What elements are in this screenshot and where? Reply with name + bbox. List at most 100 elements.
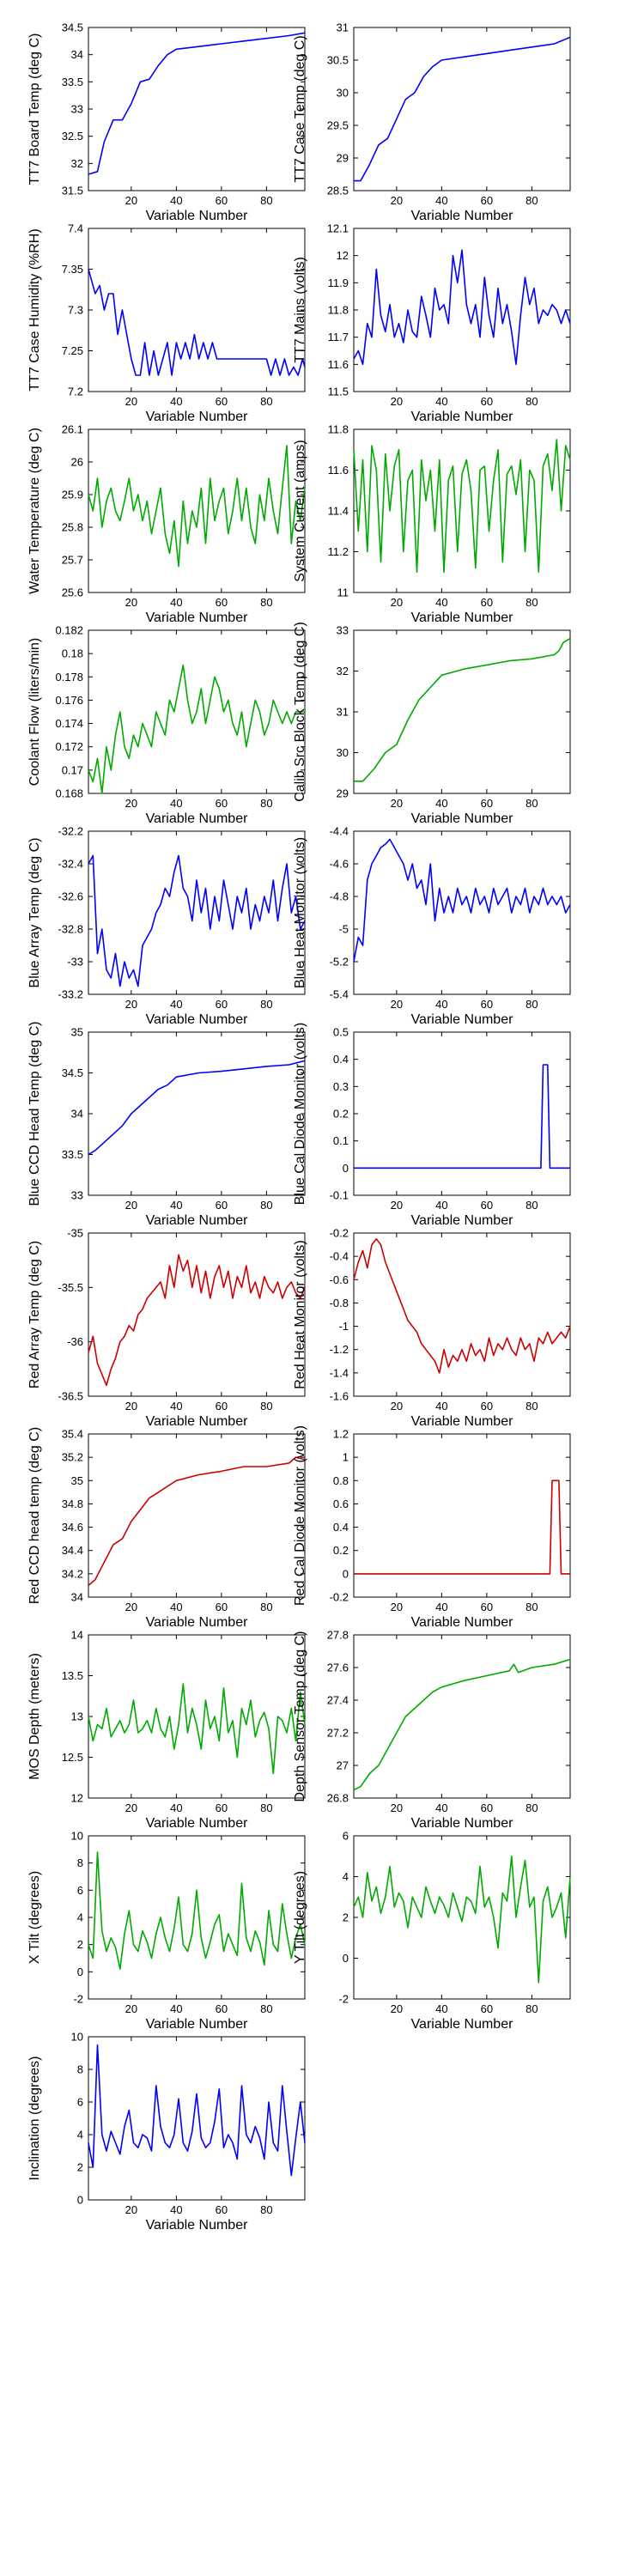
- y-tick-label: 0.178: [55, 671, 83, 683]
- y-tick-label: -33: [67, 956, 83, 969]
- x-axis-label: Variable Number: [411, 1012, 514, 1027]
- y-tick-label: 0.2: [333, 1544, 349, 1557]
- x-tick-label: 60: [216, 2002, 228, 2015]
- x-axis-label: Variable Number: [146, 410, 249, 424]
- x-tick-label: 40: [170, 1400, 182, 1413]
- x-tick-label: 40: [170, 1801, 182, 1814]
- y-tick-label: 0.4: [333, 1521, 349, 1534]
- y-tick-label: 31.5: [62, 185, 83, 197]
- y-tick-label: 25.6: [62, 586, 83, 599]
- y-axis-label: Depth Sensor Temp (deg C): [293, 1631, 307, 1802]
- x-tick-label: 60: [481, 596, 493, 609]
- y-tick-label: 28.5: [327, 185, 349, 197]
- y-tick-label: 11.8: [328, 304, 349, 317]
- series-line: [88, 269, 306, 376]
- y-tick-label: 0.6: [333, 1498, 349, 1510]
- y-tick-label: -1.4: [330, 1366, 349, 1379]
- series-line: [88, 1683, 306, 1775]
- x-tick-label: 20: [125, 797, 137, 810]
- y-tick-label: 14: [71, 1629, 83, 1642]
- y-tick-label: 12.1: [327, 222, 349, 235]
- y-tick-label: -5.4: [330, 988, 349, 1001]
- x-tick-label: 40: [435, 395, 447, 408]
- y-tick-label: 33.5: [62, 76, 83, 88]
- x-axis-label: Variable Number: [146, 1615, 249, 1630]
- x-tick-label: 80: [260, 395, 272, 408]
- y-tick-label: 7.2: [68, 386, 83, 398]
- y-tick-label: -36.5: [58, 1390, 83, 1403]
- y-tick-label: -35: [67, 1227, 83, 1240]
- y-axis-label: Blue Heat Monitor (volts): [293, 837, 307, 988]
- y-tick-label: 34: [71, 1591, 83, 1604]
- x-axis-label: Variable Number: [411, 1414, 514, 1429]
- x-tick-label: 60: [481, 194, 493, 207]
- x-tick-label: 60: [216, 395, 228, 408]
- x-axis-label: Variable Number: [411, 1615, 514, 1630]
- x-tick-label: 20: [391, 797, 403, 810]
- x-tick-label: 20: [125, 998, 137, 1011]
- y-tick-label: -32.6: [58, 890, 83, 903]
- y-tick-label: -1: [338, 1320, 349, 1333]
- x-tick-label: 80: [526, 1199, 538, 1212]
- x-tick-label: 20: [391, 1801, 403, 1814]
- x-tick-label: 60: [481, 395, 493, 408]
- y-axis-label: Red Heat Monitor (volts): [293, 1240, 307, 1388]
- plot-frame: [353, 830, 571, 995]
- y-tick-label: 7.35: [62, 263, 83, 276]
- x-tick-label: 20: [391, 998, 403, 1011]
- y-tick-label: 34: [71, 48, 83, 61]
- y-tick-label: 11.9: [328, 276, 349, 289]
- y-tick-label: 29.5: [327, 119, 349, 132]
- x-axis-label: Variable Number: [146, 1213, 249, 1228]
- y-axis-label: Inclination (degrees): [27, 2057, 42, 2181]
- series-line: [88, 1456, 306, 1587]
- y-tick-label: 2: [77, 2161, 83, 2174]
- series-line: [353, 838, 571, 963]
- x-axis-label: Variable Number: [146, 611, 249, 625]
- y-tick-label: 34: [71, 1108, 83, 1121]
- y-tick-label: 6: [77, 2096, 83, 2109]
- y-tick-label: 33: [71, 1189, 83, 1202]
- x-tick-label: 80: [260, 797, 272, 810]
- y-axis-label: MOS Depth (meters): [27, 1653, 42, 1780]
- x-axis-label: Variable Number: [411, 2017, 514, 2032]
- plot-frame: [88, 27, 306, 191]
- y-tick-label: 0.176: [55, 694, 83, 707]
- x-tick-label: 20: [125, 194, 137, 207]
- x-tick-label: 60: [216, 2203, 228, 2216]
- y-tick-label: -1.6: [330, 1390, 349, 1403]
- y-axis-label: Red Array Temp (deg C): [27, 1241, 42, 1388]
- y-tick-label: 4: [77, 2129, 83, 2142]
- y-tick-label: 32: [337, 665, 349, 677]
- plot-frame: [88, 2036, 306, 2201]
- x-axis-label: Variable Number: [146, 1414, 249, 1429]
- y-tick-label: 30: [337, 87, 349, 100]
- y-axis-label: TT7 Board Temp (deg C): [27, 33, 42, 185]
- x-tick-label: 60: [216, 596, 228, 609]
- y-tick-label: -33.2: [58, 988, 83, 1001]
- x-tick-label: 80: [260, 1601, 272, 1613]
- series-line: [88, 445, 306, 568]
- chart-16: 20 40 60 80 -0.2 0 0.2 0.4 0.6 0.8 1 1.2 Variable Nu…: [293, 1425, 571, 1630]
- x-tick-label: 80: [526, 194, 538, 207]
- chart-11: 20 40 60 80 33 33.5 34 34.5 35 Variable Number Blu…: [27, 1022, 306, 1228]
- y-tick-label: 27.4: [327, 1694, 349, 1707]
- y-axis-label: Water Temperature (deg C): [27, 428, 42, 594]
- series-line: [354, 637, 571, 782]
- series-line: [88, 2044, 306, 2177]
- x-axis-label: Variable Number: [411, 611, 514, 625]
- x-tick-label: 60: [481, 1601, 493, 1613]
- y-tick-label: 11.6: [328, 358, 349, 371]
- x-tick-label: 40: [435, 998, 447, 1011]
- y-tick-label: -32.8: [58, 923, 83, 936]
- x-tick-label: 80: [526, 2002, 538, 2015]
- x-tick-label: 40: [170, 797, 182, 810]
- chart-14: 20 40 60 80 -1.6 -1.4 -1.2 -1 -0.8 -0.6 -0.4 -0.2 Va…: [293, 1227, 571, 1429]
- series-line: [88, 1060, 306, 1156]
- plot-frame: [353, 27, 571, 191]
- y-tick-label: 7.4: [68, 222, 83, 235]
- x-tick-label: 40: [170, 998, 182, 1011]
- y-tick-label: 11.7: [328, 331, 349, 343]
- x-tick-label: 60: [216, 1801, 228, 1814]
- y-tick-label: 31: [337, 21, 349, 34]
